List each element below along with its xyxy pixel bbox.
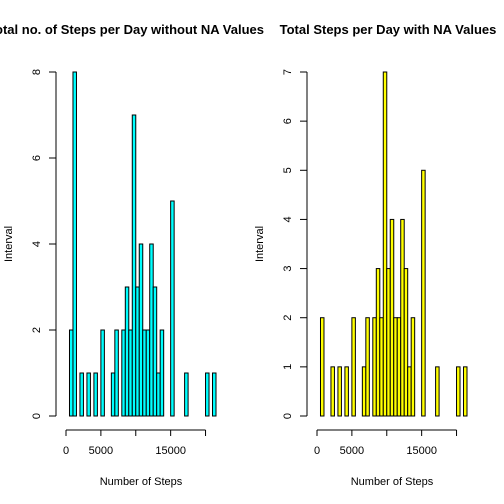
histogram-bar — [422, 170, 425, 416]
histogram-bar — [150, 244, 153, 416]
histogram-bar — [94, 373, 97, 416]
y-tick-label: 6 — [31, 155, 43, 161]
y-tick-label: 3 — [282, 266, 294, 272]
histogram-bar — [129, 330, 132, 416]
histogram-bar — [73, 72, 76, 416]
y-tick-label: 0 — [282, 413, 294, 419]
histogram-bar — [404, 269, 407, 416]
y-tick-label: 4 — [31, 241, 43, 247]
histogram-bar — [401, 219, 404, 416]
histogram-bar — [376, 269, 379, 416]
histogram-bar — [157, 373, 160, 416]
histogram-bar — [338, 367, 341, 416]
histogram-bar — [390, 219, 393, 416]
histogram-bar — [464, 367, 467, 416]
histogram-bar — [320, 318, 323, 416]
histogram-bar — [146, 330, 149, 416]
histogram-bar — [213, 373, 216, 416]
histogram-bar — [122, 330, 125, 416]
histogram-bar — [171, 201, 174, 416]
y-tick-label: 7 — [282, 69, 294, 75]
histogram-bar — [394, 318, 397, 416]
x-axis-label: Number of Steps — [100, 476, 183, 488]
histogram-bar — [331, 367, 334, 416]
histogram-bar — [206, 373, 209, 416]
histogram-bar — [143, 330, 146, 416]
histogram-bar — [125, 287, 128, 416]
x-tick-label: 0 — [63, 445, 69, 457]
x-axis-label: Number of Steps — [351, 476, 434, 488]
y-tick-label: 2 — [282, 315, 294, 321]
histogram-bar — [457, 367, 460, 416]
histogram-bar — [132, 115, 135, 416]
chart-title: Total no. of Steps per Day without NA Va… — [0, 22, 264, 37]
histogram-bar — [153, 287, 156, 416]
y-tick-label: 6 — [282, 118, 294, 124]
histogram-bar — [115, 330, 118, 416]
histogram-bar — [362, 367, 365, 416]
histogram-bar — [160, 330, 163, 416]
x-tick-label: 5000 — [340, 445, 364, 457]
histogram-panel-with-na: Total Steps per Day with NA Values 0 1 2 3 4 5… — [254, 22, 496, 488]
histogram-bar — [352, 318, 355, 416]
chart-title: Total Steps per Day with NA Values — [280, 22, 497, 37]
histogram-bar — [139, 244, 142, 416]
histogram-bar — [436, 367, 439, 416]
histogram-bar — [373, 318, 376, 416]
x-tick-label: 15000 — [406, 445, 437, 457]
y-tick-label: 2 — [31, 327, 43, 333]
histogram-bar — [380, 318, 383, 416]
histogram-bar — [185, 373, 188, 416]
histogram-bar — [387, 269, 390, 416]
histogram-bar — [408, 367, 411, 416]
histogram-panel-without-na: Total no. of Steps per Day without NA Va… — [0, 22, 264, 488]
y-tick-label: 4 — [282, 216, 294, 222]
y-axis-label: Interval — [3, 226, 15, 262]
histogram-bar — [87, 373, 90, 416]
x-tick-label: 0 — [314, 445, 320, 457]
x-tick-label: 15000 — [155, 445, 186, 457]
histogram-bar — [136, 287, 139, 416]
y-tick-label: 1 — [282, 364, 294, 370]
histogram-bar — [111, 373, 114, 416]
histogram-bar — [69, 330, 72, 416]
y-tick-label: 5 — [282, 167, 294, 173]
histogram-bar — [366, 318, 369, 416]
y-axis-label: Interval — [254, 226, 266, 262]
histogram-bar — [80, 373, 83, 416]
histogram-bar — [345, 367, 348, 416]
histogram-bar — [411, 318, 414, 416]
y-tick-label: 0 — [31, 413, 43, 419]
x-tick-label: 5000 — [89, 445, 113, 457]
histogram-bar — [101, 330, 104, 416]
histogram-bar — [397, 318, 400, 416]
y-tick-label: 8 — [31, 69, 43, 75]
histogram-bar — [383, 72, 386, 416]
